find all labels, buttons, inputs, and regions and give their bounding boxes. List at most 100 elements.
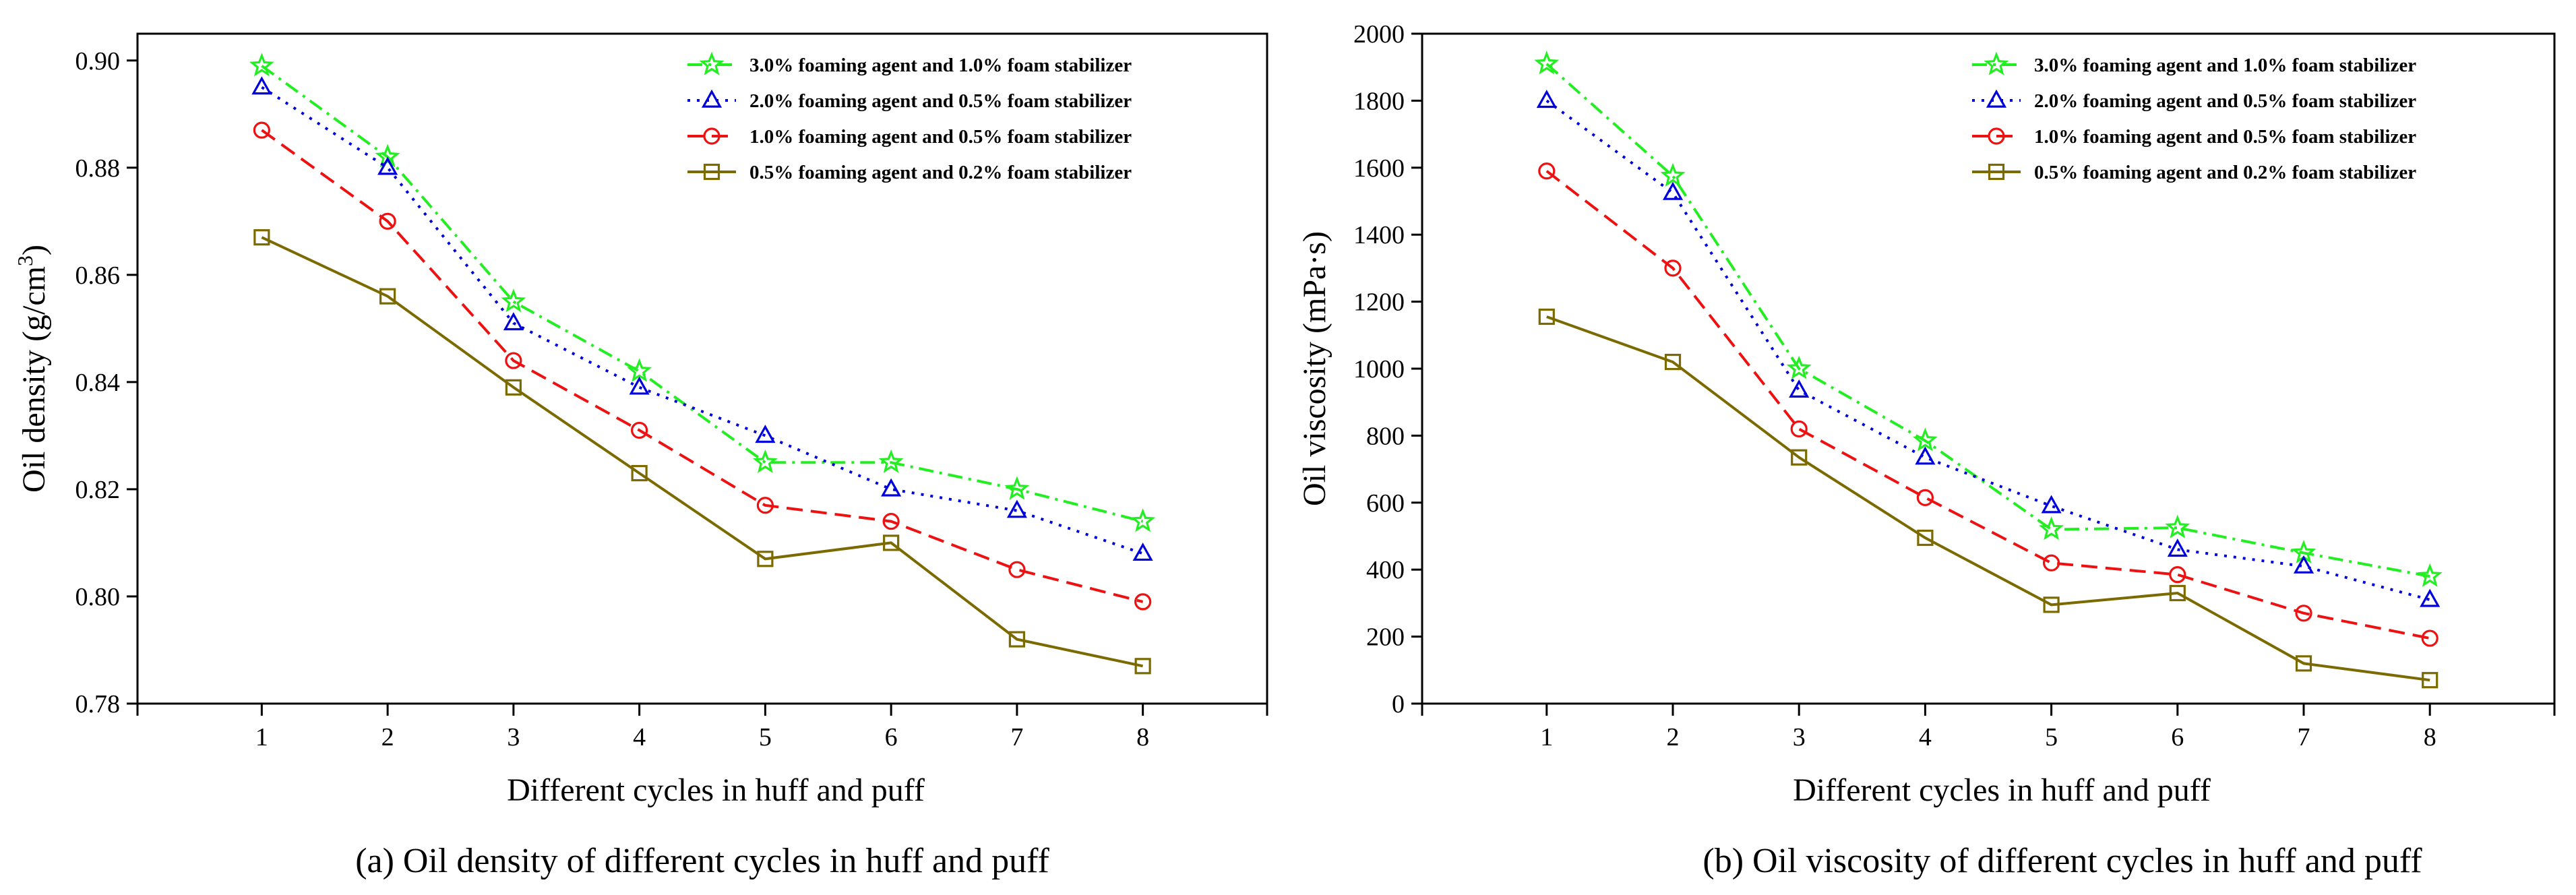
data-point [2043,554,2060,572]
data-point [1132,543,1153,561]
y-axis-title-close: ) [16,245,52,255]
legend-label: 3.0% foaming agent and 1.0% foam stabili… [2034,55,2416,76]
y-tick-label: 0.86 [75,261,121,290]
y-tick-label: 800 [1366,422,1405,450]
data-point [2295,655,2312,672]
data-point [631,421,648,439]
x-axis-title: Different cycles in huff and puff [1793,772,2211,808]
legend-label: 0.5% foaming agent and 0.2% foam stabili… [749,162,1132,183]
data-point [1912,427,1938,452]
data-point [1664,259,1682,277]
legend-label: 1.0% foaming agent and 0.5% foam stabili… [2034,126,2416,148]
y-tick-label: 0.90 [75,47,121,75]
x-tick-label: 3 [1793,723,1806,751]
legend-marker [699,51,725,75]
data-point [251,76,272,95]
data-point [1538,162,1556,180]
data-point [752,449,778,473]
data-point [1006,499,1027,518]
series-1 [249,53,1156,532]
data-point [253,121,270,139]
data-point [1008,561,1026,578]
data-point [1536,90,1557,109]
x-tick-label: 8 [2424,723,2436,751]
x-tick-label: 1 [1540,723,1553,751]
x-tick-label: 7 [1010,723,1023,751]
data-point [2043,596,2060,613]
data-point [1915,446,1936,465]
data-point [2039,516,2064,541]
data-point [505,352,522,369]
x-tick-label: 4 [633,723,646,751]
legend: 3.0% foaming agent and 1.0% foam stabili… [1972,51,2416,183]
data-point [377,156,398,175]
series-line [261,65,1144,523]
data-point [2169,584,2186,602]
x-tick-label: 2 [381,723,394,751]
y-tick-label: 1000 [1353,355,1405,383]
series-line [261,86,1144,555]
legend-label: 2.0% foaming agent and 0.5% foam stabili… [749,90,1132,112]
data-point [1538,308,1555,326]
x-tick-label: 4 [1919,723,1932,751]
series-line [261,236,1144,668]
data-point [2167,538,2188,557]
y-axis-title-superscript: 3 [13,255,37,266]
data-point [1916,489,1934,506]
data-point [882,513,900,530]
x-tick-label: 6 [885,723,898,751]
data-point [1004,476,1030,500]
data-point [878,449,904,473]
y-tick-label: 600 [1366,489,1405,518]
data-point [1130,508,1156,532]
data-point [375,144,400,168]
x-tick-label: 6 [2171,723,2184,751]
legend-marker [1988,127,2005,145]
series-line [1545,63,2430,578]
data-point [2293,555,2314,574]
data-point [1662,181,1684,200]
data-point [757,551,774,567]
y-tick-label: 1600 [1353,154,1405,183]
y-tick-label: 0 [1392,690,1405,718]
data-point [503,312,524,331]
data-point [2041,495,2062,514]
figure-caption: (b) Oil viscosity of different cycles in… [1703,842,2422,880]
legend-marker [1986,89,2007,108]
data-point [2421,629,2439,647]
data-point [1786,355,1812,379]
y-tick-label: 400 [1366,556,1405,584]
legend-label: 1.0% foaming agent and 0.5% foam stabili… [749,126,1132,148]
data-point [253,229,270,246]
x-tick-label: 3 [507,723,520,751]
y-axis-title: Oil density (g/cm3) [13,245,52,493]
data-point [2417,563,2443,587]
data-point [249,53,274,77]
legend-label: 2.0% foaming agent and 0.5% foam stabili… [2034,90,2416,112]
data-point [2422,672,2439,689]
viscosity-chart: 0 200 400 600 800 1000 1200 1400 1600 1800 2000 1 2 3… [1297,20,2556,880]
y-axis-title: Oil viscosity (mPa·s) [1297,231,1332,506]
data-point [1791,449,1808,466]
data-point [883,534,900,551]
data-point [2169,566,2186,584]
data-point [1534,51,1560,75]
x-tick-label: 5 [2045,723,2058,751]
y-tick-label: 0.88 [75,154,121,183]
x-tick-label: 5 [759,723,772,751]
x-tick-label: 8 [1136,723,1149,751]
data-point [2165,514,2190,538]
series-4 [253,229,1151,675]
data-point [756,497,774,514]
data-point [1008,631,1025,648]
series-3 [1538,162,2439,647]
data-point [1134,593,1152,611]
y-tick-label: 200 [1366,623,1405,652]
data-point [881,478,902,497]
figure-caption: (a) Oil density of different cycles in h… [355,842,1049,880]
legend-marker [703,127,720,145]
x-tick-label: 2 [1667,723,1680,751]
data-point [501,288,526,313]
data-point [755,425,776,443]
